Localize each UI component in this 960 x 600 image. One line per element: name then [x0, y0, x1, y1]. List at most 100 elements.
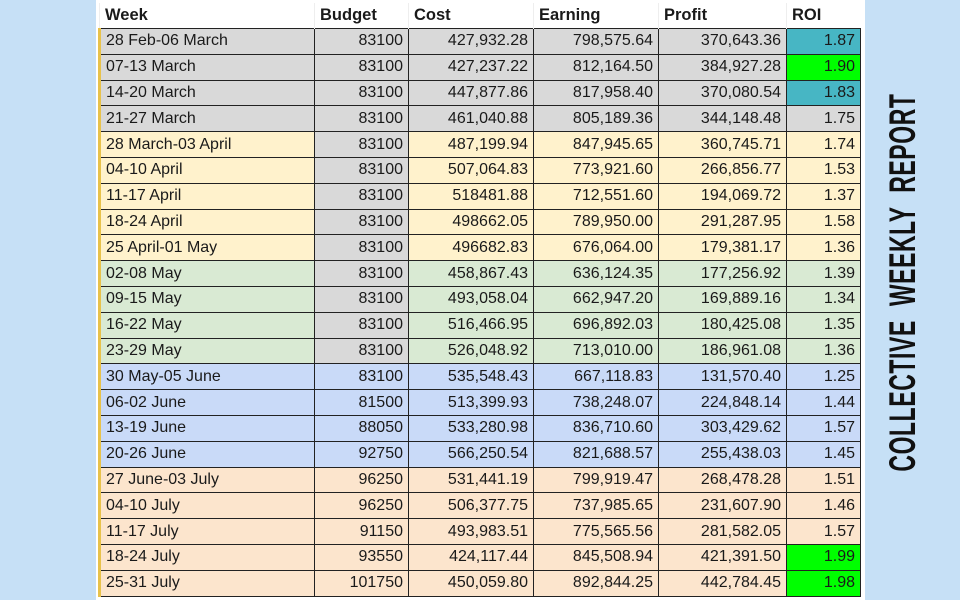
cell-earning[interactable]: 805,189.36 — [533, 105, 659, 133]
cell-roi[interactable]: 1.36 — [786, 234, 861, 262]
cell-week[interactable]: 27 June-03 July — [98, 466, 315, 494]
cell-profit[interactable]: 384,927.28 — [658, 53, 787, 81]
cell-earning[interactable]: 845,508.94 — [533, 543, 659, 571]
cell-budget[interactable]: 83100 — [314, 337, 409, 365]
cell-earning[interactable]: 773,921.60 — [533, 156, 659, 184]
cell-earning[interactable]: 696,892.03 — [533, 311, 659, 339]
cell-roi[interactable]: 1.25 — [786, 363, 861, 391]
cell-roi[interactable]: 1.57 — [786, 518, 861, 545]
cell-week[interactable]: 16-22 May — [98, 311, 315, 339]
cell-week[interactable]: 20-26 June — [98, 440, 315, 468]
cell-cost[interactable]: 535,548.43 — [408, 363, 534, 391]
cell-roi[interactable]: 1.37 — [786, 182, 861, 210]
cell-budget[interactable]: 83100 — [314, 234, 409, 262]
cell-profit[interactable]: 180,425.08 — [658, 311, 787, 339]
cell-week[interactable]: 02-08 May — [98, 260, 315, 287]
cell-roi[interactable]: 1.58 — [786, 208, 861, 236]
cell-earning[interactable]: 892,844.25 — [533, 569, 659, 597]
cell-week[interactable]: 04-10 July — [98, 492, 315, 520]
cell-roi[interactable]: 1.46 — [786, 492, 861, 520]
cell-cost[interactable]: 566,250.54 — [408, 440, 534, 468]
cell-profit[interactable]: 303,429.62 — [658, 414, 787, 442]
cell-cost[interactable]: 506,377.75 — [408, 492, 534, 520]
cell-cost[interactable]: 531,441.19 — [408, 466, 534, 494]
cell-cost[interactable]: 424,117.44 — [408, 543, 534, 571]
cell-budget[interactable]: 83100 — [314, 79, 409, 107]
cell-profit[interactable]: 442,784.45 — [658, 569, 787, 597]
cell-cost[interactable]: 507,064.83 — [408, 156, 534, 184]
header-earning[interactable]: Earning — [533, 3, 659, 29]
cell-week[interactable]: 28 March-03 April — [98, 131, 315, 158]
cell-cost[interactable]: 487,199.94 — [408, 131, 534, 158]
cell-week[interactable]: 07-13 March — [98, 53, 315, 81]
cell-earning[interactable]: 812,164.50 — [533, 53, 659, 81]
cell-cost[interactable]: 518481.88 — [408, 182, 534, 210]
header-cost[interactable]: Cost — [408, 3, 534, 29]
cell-profit[interactable]: 224,848.14 — [658, 389, 787, 416]
cell-earning[interactable]: 662,947.20 — [533, 285, 659, 313]
cell-budget[interactable]: 81500 — [314, 389, 409, 416]
cell-week[interactable]: 23-29 May — [98, 337, 315, 365]
cell-profit[interactable]: 281,582.05 — [658, 518, 787, 545]
cell-earning[interactable]: 667,118.83 — [533, 363, 659, 391]
cell-roi[interactable]: 1.51 — [786, 466, 861, 494]
cell-roi[interactable]: 1.34 — [786, 285, 861, 313]
cell-budget[interactable]: 92750 — [314, 440, 409, 468]
cell-week[interactable]: 25-31 July — [98, 569, 315, 597]
cell-week[interactable]: 30 May-05 June — [98, 363, 315, 391]
cell-week[interactable]: 09-15 May — [98, 285, 315, 313]
cell-roi[interactable]: 1.44 — [786, 389, 861, 416]
cell-budget[interactable]: 83100 — [314, 182, 409, 210]
cell-profit[interactable]: 370,643.36 — [658, 28, 787, 55]
cell-earning[interactable]: 636,124.35 — [533, 260, 659, 287]
cell-earning[interactable]: 737,985.65 — [533, 492, 659, 520]
cell-roi[interactable]: 1.98 — [786, 569, 861, 597]
cell-profit[interactable]: 231,607.90 — [658, 492, 787, 520]
cell-week[interactable]: 11-17 April — [98, 182, 315, 210]
header-budget[interactable]: Budget — [314, 3, 409, 29]
cell-profit[interactable]: 421,391.50 — [658, 543, 787, 571]
cell-cost[interactable]: 493,983.51 — [408, 518, 534, 545]
cell-profit[interactable]: 194,069.72 — [658, 182, 787, 210]
cell-roi[interactable]: 1.90 — [786, 53, 861, 81]
cell-week[interactable]: 18-24 July — [98, 543, 315, 571]
cell-week[interactable]: 18-24 April — [98, 208, 315, 236]
cell-earning[interactable]: 712,551.60 — [533, 182, 659, 210]
cell-earning[interactable]: 775,565.56 — [533, 518, 659, 545]
cell-roi[interactable]: 1.45 — [786, 440, 861, 468]
cell-profit[interactable]: 291,287.95 — [658, 208, 787, 236]
cell-earning[interactable]: 713,010.00 — [533, 337, 659, 365]
header-week[interactable]: Week — [99, 3, 315, 29]
cell-cost[interactable]: 450,059.80 — [408, 569, 534, 597]
header-profit[interactable]: Profit — [658, 3, 787, 29]
cell-budget[interactable]: 96250 — [314, 492, 409, 520]
cell-profit[interactable]: 131,570.40 — [658, 363, 787, 391]
cell-week[interactable]: 21-27 March — [98, 105, 315, 133]
cell-cost[interactable]: 461,040.88 — [408, 105, 534, 133]
cell-profit[interactable]: 360,745.71 — [658, 131, 787, 158]
cell-cost[interactable]: 427,932.28 — [408, 28, 534, 55]
cell-budget[interactable]: 83100 — [314, 260, 409, 287]
cell-budget[interactable]: 83100 — [314, 131, 409, 158]
cell-budget[interactable]: 83100 — [314, 105, 409, 133]
header-roi[interactable]: ROI — [786, 3, 861, 29]
cell-budget[interactable]: 83100 — [314, 28, 409, 55]
cell-earning[interactable]: 799,919.47 — [533, 466, 659, 494]
cell-week[interactable]: 14-20 March — [98, 79, 315, 107]
cell-profit[interactable]: 179,381.17 — [658, 234, 787, 262]
cell-cost[interactable]: 516,466.95 — [408, 311, 534, 339]
cell-budget[interactable]: 101750 — [314, 569, 409, 597]
cell-week[interactable]: 06-02 June — [98, 389, 315, 416]
cell-cost[interactable]: 447,877.86 — [408, 79, 534, 107]
cell-cost[interactable]: 458,867.43 — [408, 260, 534, 287]
cell-roi[interactable]: 1.39 — [786, 260, 861, 287]
cell-cost[interactable]: 493,058.04 — [408, 285, 534, 313]
cell-profit[interactable]: 268,478.28 — [658, 466, 787, 494]
cell-profit[interactable]: 169,889.16 — [658, 285, 787, 313]
cell-roi[interactable]: 1.57 — [786, 414, 861, 442]
cell-cost[interactable]: 427,237.22 — [408, 53, 534, 81]
cell-roi[interactable]: 1.53 — [786, 156, 861, 184]
cell-budget[interactable]: 83100 — [314, 53, 409, 81]
cell-roi[interactable]: 1.36 — [786, 337, 861, 365]
cell-cost[interactable]: 496682.83 — [408, 234, 534, 262]
